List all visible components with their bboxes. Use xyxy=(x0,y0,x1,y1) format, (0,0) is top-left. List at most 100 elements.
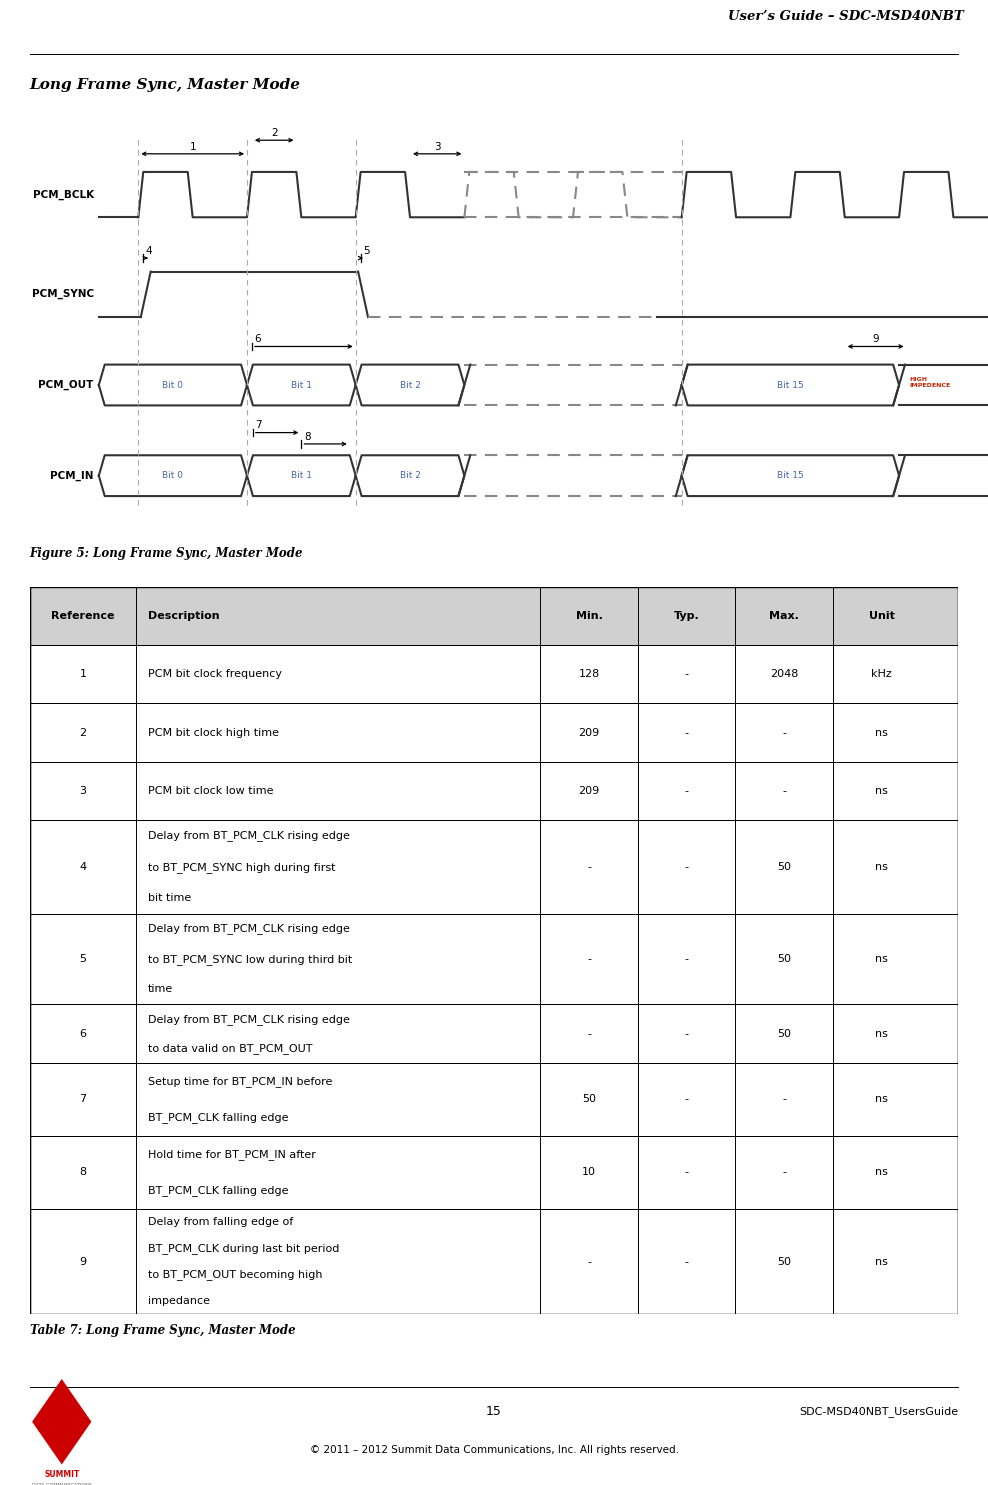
Text: Delay from BT_PCM_CLK rising edge: Delay from BT_PCM_CLK rising edge xyxy=(147,830,350,842)
Text: to BT_PCM_SYNC low during third bit: to BT_PCM_SYNC low during third bit xyxy=(147,953,352,965)
Text: Delay from BT_PCM_CLK rising edge: Delay from BT_PCM_CLK rising edge xyxy=(147,1014,350,1025)
Text: Delay from falling edge of: Delay from falling edge of xyxy=(147,1218,292,1227)
Text: 50: 50 xyxy=(778,1256,791,1267)
Text: -: - xyxy=(685,1094,689,1105)
Text: PCM bit clock high time: PCM bit clock high time xyxy=(147,728,279,738)
Text: 10: 10 xyxy=(582,1167,596,1178)
Text: -: - xyxy=(587,955,591,964)
Text: ns: ns xyxy=(875,955,888,964)
Text: Delay from BT_PCM_CLK rising edge: Delay from BT_PCM_CLK rising edge xyxy=(147,924,350,934)
Text: Bit 15: Bit 15 xyxy=(777,471,804,480)
Text: 128: 128 xyxy=(579,670,600,679)
Text: 50: 50 xyxy=(778,863,791,872)
Text: -: - xyxy=(782,728,786,738)
Text: PCM_SYNC: PCM_SYNC xyxy=(32,290,94,300)
Text: 209: 209 xyxy=(579,728,600,738)
Text: ns: ns xyxy=(875,863,888,872)
Text: 5: 5 xyxy=(80,955,87,964)
Polygon shape xyxy=(32,1380,91,1464)
Text: Bit 2: Bit 2 xyxy=(399,471,421,480)
Text: Bit 0: Bit 0 xyxy=(162,471,184,480)
Text: -: - xyxy=(587,863,591,872)
Text: -: - xyxy=(782,1094,786,1105)
Text: Reference: Reference xyxy=(51,610,115,621)
Text: ns: ns xyxy=(875,1029,888,1038)
Text: User’s Guide – SDC-MSD40NBT: User’s Guide – SDC-MSD40NBT xyxy=(727,10,963,24)
Text: 2048: 2048 xyxy=(770,670,798,679)
Text: time: time xyxy=(147,985,173,995)
Text: PCM bit clock frequency: PCM bit clock frequency xyxy=(147,670,282,679)
Text: Bit 15: Bit 15 xyxy=(777,380,804,389)
Text: Table 7: Long Frame Sync, Master Mode: Table 7: Long Frame Sync, Master Mode xyxy=(30,1325,295,1337)
Text: 15: 15 xyxy=(486,1405,502,1418)
Text: Bit 2: Bit 2 xyxy=(399,380,421,389)
Text: BT_PCM_CLK during last bit period: BT_PCM_CLK during last bit period xyxy=(147,1243,339,1253)
Text: 7: 7 xyxy=(255,420,262,431)
Text: bit time: bit time xyxy=(147,894,191,903)
Text: PCM_BCLK: PCM_BCLK xyxy=(33,190,94,200)
Bar xyxy=(30,1004,958,1063)
Text: -: - xyxy=(685,670,689,679)
Text: to BT_PCM_SYNC high during first: to BT_PCM_SYNC high during first xyxy=(147,861,335,873)
Text: -: - xyxy=(685,955,689,964)
Text: Bit 1: Bit 1 xyxy=(290,471,312,480)
Text: -: - xyxy=(685,786,689,796)
Text: 1: 1 xyxy=(190,141,196,151)
Text: -: - xyxy=(782,1167,786,1178)
Text: 6: 6 xyxy=(80,1029,87,1038)
Text: BT_PCM_CLK falling edge: BT_PCM_CLK falling edge xyxy=(147,1112,288,1123)
Text: 209: 209 xyxy=(579,786,600,796)
Text: 50: 50 xyxy=(778,955,791,964)
Text: DATA COMMUNICATIONS: DATA COMMUNICATIONS xyxy=(32,1482,92,1485)
Text: Unit: Unit xyxy=(868,610,895,621)
Text: -: - xyxy=(685,1167,689,1178)
Text: 9: 9 xyxy=(872,334,879,345)
Bar xyxy=(30,1209,958,1314)
Text: -: - xyxy=(685,728,689,738)
Text: © 2011 – 2012 Summit Data Communications, Inc. All rights reserved.: © 2011 – 2012 Summit Data Communications… xyxy=(309,1445,679,1455)
Text: to BT_PCM_OUT becoming high: to BT_PCM_OUT becoming high xyxy=(147,1270,322,1280)
Bar xyxy=(30,762,958,820)
Text: 3: 3 xyxy=(80,786,87,796)
Text: to data valid on BT_PCM_OUT: to data valid on BT_PCM_OUT xyxy=(147,1042,312,1054)
Text: kHz: kHz xyxy=(871,670,892,679)
Bar xyxy=(30,644,958,704)
Text: HIGH
IMPEDENCE: HIGH IMPEDENCE xyxy=(909,377,950,388)
Text: 8: 8 xyxy=(303,432,310,441)
Text: Setup time for BT_PCM_IN before: Setup time for BT_PCM_IN before xyxy=(147,1075,332,1087)
Text: Figure 5: Long Frame Sync, Master Mode: Figure 5: Long Frame Sync, Master Mode xyxy=(30,546,303,560)
Text: ns: ns xyxy=(875,1256,888,1267)
Text: 6: 6 xyxy=(254,334,261,345)
Text: PCM_OUT: PCM_OUT xyxy=(39,380,94,391)
Text: 50: 50 xyxy=(582,1094,596,1105)
Text: Typ.: Typ. xyxy=(674,610,700,621)
Text: -: - xyxy=(587,1256,591,1267)
Bar xyxy=(30,820,958,913)
Text: PCM_IN: PCM_IN xyxy=(50,471,94,481)
Bar xyxy=(30,913,958,1004)
Text: 3: 3 xyxy=(434,141,441,151)
Text: Min.: Min. xyxy=(576,610,603,621)
Text: 5: 5 xyxy=(363,247,370,255)
Text: 9: 9 xyxy=(79,1256,87,1267)
Text: ns: ns xyxy=(875,786,888,796)
Text: SDC-MSD40NBT_UsersGuide: SDC-MSD40NBT_UsersGuide xyxy=(799,1406,958,1417)
Text: 7: 7 xyxy=(79,1094,87,1105)
Text: 1: 1 xyxy=(80,670,87,679)
Text: Description: Description xyxy=(147,610,219,621)
Text: 50: 50 xyxy=(778,1029,791,1038)
Text: Long Frame Sync, Master Mode: Long Frame Sync, Master Mode xyxy=(30,77,300,92)
Text: PCM bit clock low time: PCM bit clock low time xyxy=(147,786,273,796)
Text: -: - xyxy=(782,786,786,796)
Text: BT_PCM_CLK falling edge: BT_PCM_CLK falling edge xyxy=(147,1185,288,1197)
Bar xyxy=(30,587,958,644)
Text: ns: ns xyxy=(875,728,888,738)
Text: ns: ns xyxy=(875,1167,888,1178)
Text: SUMMIT: SUMMIT xyxy=(44,1470,79,1479)
Text: Bit 1: Bit 1 xyxy=(290,380,312,389)
Text: -: - xyxy=(685,1029,689,1038)
Text: 2: 2 xyxy=(271,128,278,138)
Text: Bit 0: Bit 0 xyxy=(162,380,184,389)
Text: 4: 4 xyxy=(79,863,87,872)
Bar xyxy=(30,1136,958,1209)
